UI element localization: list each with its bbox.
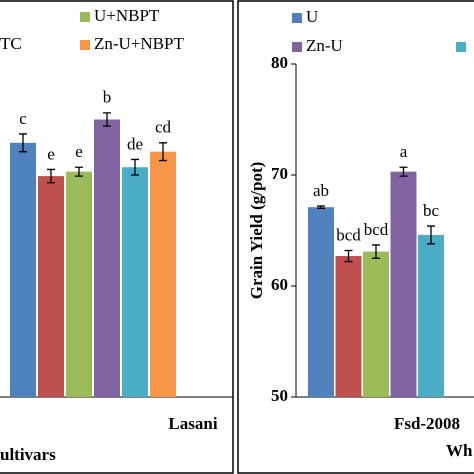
significance-letter: e xyxy=(75,142,83,161)
bar xyxy=(418,234,444,397)
legend-label: Zn-U+NBPT xyxy=(94,34,184,53)
y-axis-label: Grain Yield (g/pot) xyxy=(247,162,266,300)
significance-letter: a xyxy=(400,142,408,161)
y-tick-label: 70 xyxy=(271,164,288,183)
legend-label: U xyxy=(306,7,318,26)
bar xyxy=(150,151,176,397)
legend-label: Zn-U xyxy=(306,36,343,55)
error-bar xyxy=(427,225,435,245)
legend-swatch xyxy=(292,42,302,52)
error-bar xyxy=(47,168,55,184)
bar xyxy=(38,176,64,397)
x-tick-label: Fsd-2008 xyxy=(394,414,460,433)
bar xyxy=(390,171,417,397)
error-bar xyxy=(19,133,27,153)
legend-swatch xyxy=(80,12,90,22)
legend-label: U+NBPT xyxy=(94,6,160,25)
significance-letter: c xyxy=(19,109,27,128)
bar xyxy=(66,171,92,397)
legend-swatch xyxy=(80,40,90,50)
bar xyxy=(122,167,148,397)
significance-letter: bc xyxy=(423,201,440,220)
bar xyxy=(335,256,362,397)
y-tick-label: 80 xyxy=(271,53,288,72)
bar xyxy=(308,207,334,397)
bar xyxy=(363,251,389,397)
bar xyxy=(10,142,36,397)
error-bar xyxy=(372,244,380,259)
x-axis-label: Wh xyxy=(446,441,473,460)
x-axis-label: ultivars xyxy=(0,445,56,464)
legend-swatch xyxy=(292,13,302,23)
significance-letter: bcd xyxy=(336,225,361,244)
significance-letter: ab xyxy=(313,181,329,200)
error-bar xyxy=(317,205,325,209)
y-tick-label: 50 xyxy=(271,386,288,405)
significance-letter: b xyxy=(103,88,112,107)
error-bar xyxy=(399,166,408,177)
panel-frame xyxy=(237,0,474,474)
panel-frame xyxy=(0,0,234,474)
x-tick-label: Lasani xyxy=(168,414,217,433)
error-bar xyxy=(159,142,167,162)
error-bar xyxy=(131,158,139,176)
significance-letter: e xyxy=(47,144,55,163)
bar xyxy=(94,119,120,397)
y-tick-label: 60 xyxy=(271,275,288,294)
significance-letter: de xyxy=(127,134,143,153)
error-bar xyxy=(103,112,111,127)
legend-swatch xyxy=(456,42,466,52)
error-bar xyxy=(344,249,353,263)
error-bar xyxy=(75,166,83,177)
significance-letter: bcd xyxy=(364,220,389,239)
significance-letter: cd xyxy=(155,118,172,137)
legend-label: TC xyxy=(0,34,22,53)
